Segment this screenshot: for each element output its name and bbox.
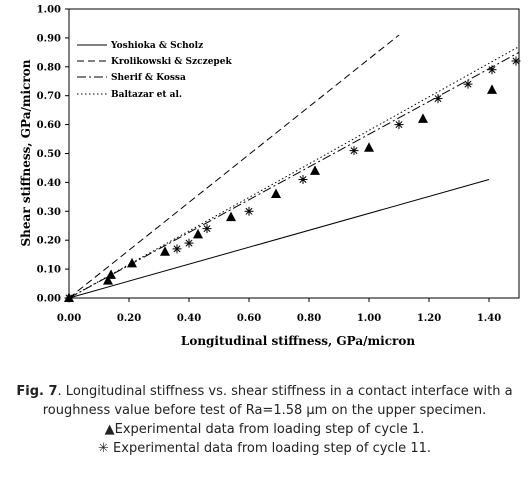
caption-line-1: Fig. 7. Longitudinal stiffness vs. shear… — [0, 382, 529, 401]
y-tick-label: 0.50 — [37, 149, 61, 160]
y-tick-label: 0.60 — [37, 120, 61, 131]
asterisk-legend-icon: ✳︎ — [97, 441, 109, 456]
asterisk-marker — [511, 56, 521, 66]
model-lines — [68, 34, 520, 299]
asterisk-marker — [349, 146, 359, 156]
caption-line-4: ✳︎ Experimental data from loading step o… — [0, 439, 529, 458]
y-tick-label: 0.40 — [37, 178, 61, 189]
model-line-dotted — [68, 46, 520, 299]
model-line-solid — [68, 179, 490, 299]
y-tick-label: 0.30 — [37, 207, 61, 218]
caption-text-1: . Longitudinal stiffness vs. shear stiff… — [57, 384, 513, 399]
y-tick-label: 0.10 — [37, 265, 61, 276]
asterisk-marker — [463, 79, 473, 89]
legend-label: Krolikowski & Szczepek — [111, 57, 232, 67]
triangle-marker — [106, 269, 116, 279]
y-tick-label: 0.20 — [37, 236, 61, 247]
y-tick-label: 1.00 — [37, 5, 61, 16]
asterisk-marker — [184, 238, 194, 248]
y-axis-title: Shear stiffness, GPa/micron — [19, 59, 33, 246]
x-tick-label: 0.80 — [297, 313, 321, 324]
y-tick-label: 0.70 — [37, 91, 61, 102]
asterisk-marker — [298, 175, 308, 185]
triangle-marker — [193, 228, 203, 239]
model-line-dashed — [68, 34, 400, 299]
asterisk-marker — [202, 224, 212, 234]
triangle-marker — [418, 113, 428, 123]
caption-text-3: Experimental data from loading step of c… — [114, 422, 425, 437]
x-tick-label: 0.00 — [57, 313, 81, 324]
asterisk-marker — [433, 94, 443, 104]
caption-line-2: roughness value before test of Ra=1.58 µ… — [42, 403, 487, 418]
triangle-marker — [487, 84, 497, 94]
plot-frame — [68, 8, 520, 299]
chart: 0.00 0.20 0.40 0.60 0.80 1.00 1.20 1.40 0.00 0.1… — [19, 5, 521, 348]
y-tick-label: 0.90 — [37, 33, 61, 44]
x-tick-label: 0.40 — [177, 313, 201, 324]
y-tick-label: 0.00 — [37, 294, 61, 305]
y-tick-label: 0.80 — [37, 62, 61, 73]
triangle-marker — [364, 142, 374, 152]
legend-label: Sherif & Kossa — [111, 73, 186, 83]
legend-label: Baltazar et al. — [111, 90, 182, 100]
triangle-marker — [226, 211, 236, 222]
triangle-legend-icon: ▲ — [104, 422, 115, 437]
plot-area — [68, 8, 520, 299]
triangle-marker — [127, 257, 137, 268]
markers — [64, 56, 521, 303]
x-tick-label: 1.20 — [417, 313, 441, 324]
legend-label: Yoshioka & Scholz — [110, 41, 203, 51]
caption-line-3: ▲Experimental data from loading step of … — [0, 420, 529, 439]
asterisk-marker — [394, 120, 404, 130]
model-line-dashdot — [68, 51, 520, 299]
y-axis: 0.00 0.10 0.20 0.30 0.40 0.50 0.60 0.70 0.80 0.90… — [37, 5, 69, 305]
asterisk-marker — [244, 206, 254, 216]
x-tick-label: 1.00 — [357, 313, 381, 324]
triangle-marker — [310, 165, 320, 175]
x-tick-label: 0.60 — [237, 313, 261, 324]
figure-label: Fig. 7 — [16, 384, 58, 399]
triangle-marker — [271, 188, 281, 198]
caption-text-4: Experimental data from loading step of c… — [113, 441, 431, 456]
x-tick-label: 0.20 — [117, 313, 141, 324]
x-axis-title: Longitudinal stiffness, GPa/micron — [181, 334, 415, 348]
legend: Yoshioka & Scholz Krolikowski & Szczepek S… — [77, 41, 232, 100]
x-tick-label: 1.40 — [477, 313, 501, 324]
figure-caption: Fig. 7. Longitudinal stiffness vs. shear… — [0, 382, 529, 458]
triangle-marker — [103, 275, 113, 285]
triangle-marker — [160, 246, 170, 256]
asterisk-marker — [64, 293, 74, 303]
asterisk-marker — [487, 65, 497, 75]
asterisk-marker — [172, 244, 182, 254]
x-axis: 0.00 0.20 0.40 0.60 0.80 1.00 1.20 1.40 — [57, 298, 501, 324]
